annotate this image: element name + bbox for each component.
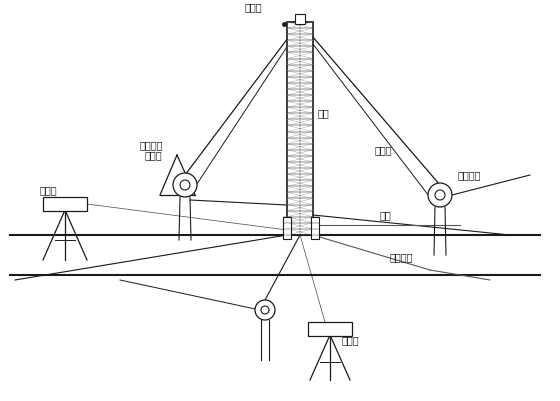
Text: 经纬仪: 经纬仪 — [342, 335, 360, 345]
Circle shape — [180, 180, 190, 190]
Text: 手动葫芦: 手动葫芦 — [458, 170, 482, 180]
Circle shape — [435, 190, 445, 200]
Bar — [287, 22, 313, 235]
Text: 缆风绳: 缆风绳 — [145, 150, 162, 160]
Text: 备用轴线: 备用轴线 — [390, 252, 413, 262]
Text: 防坠器: 防坠器 — [245, 2, 263, 12]
Text: 手动葫芦: 手动葫芦 — [140, 140, 164, 150]
Bar — [283, 217, 291, 239]
Bar — [295, 14, 305, 24]
Circle shape — [173, 173, 197, 197]
Circle shape — [428, 183, 452, 207]
Circle shape — [261, 306, 269, 314]
Text: 缆风绳: 缆风绳 — [375, 145, 393, 155]
Bar — [311, 217, 319, 239]
Text: 轴线: 轴线 — [380, 210, 392, 220]
Bar — [43, 197, 87, 211]
Circle shape — [255, 300, 275, 320]
Text: 经纬仪: 经纬仪 — [40, 185, 58, 195]
Bar — [308, 322, 352, 336]
Text: 爬排: 爬排 — [318, 108, 330, 118]
